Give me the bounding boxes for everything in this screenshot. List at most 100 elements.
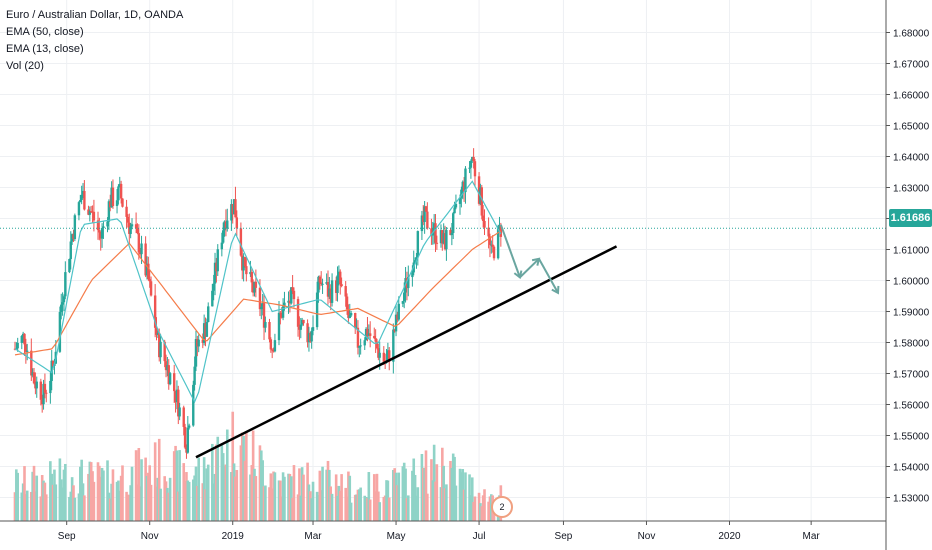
candle-body	[72, 234, 75, 240]
candle-body	[177, 389, 180, 417]
volume-bar	[392, 469, 395, 521]
candle-body	[279, 312, 282, 314]
candle-body	[443, 233, 447, 250]
candle-body	[345, 296, 349, 310]
y-tick-label: 1.58000	[893, 339, 930, 350]
candle-body	[473, 161, 477, 177]
candle-body	[102, 226, 105, 229]
candle-body	[175, 389, 179, 403]
volume-bar	[243, 460, 247, 521]
volume-bar	[40, 475, 44, 521]
volume-bar	[68, 496, 71, 521]
drawings	[195, 224, 618, 459]
candle-body	[201, 339, 204, 343]
volume-bar	[299, 495, 303, 521]
candle-body	[375, 341, 379, 349]
candle-body	[262, 303, 266, 328]
candle-body	[337, 271, 341, 276]
candle-body	[300, 319, 304, 325]
candle-body	[16, 342, 19, 349]
volume-bar	[31, 471, 34, 521]
candle-body	[222, 230, 225, 243]
candle-body	[182, 407, 185, 427]
volume-bar	[223, 466, 226, 521]
candle-body	[392, 329, 395, 362]
y-tick-label: 1.61000	[893, 246, 930, 257]
candle-body	[358, 346, 361, 348]
volume-bar	[397, 472, 401, 521]
candle-body	[197, 339, 200, 347]
volume-bar	[100, 467, 104, 521]
volume-bar	[401, 466, 405, 521]
volume-bar	[77, 493, 81, 521]
chart-title[interactable]: Euro / Australian Dollar, 1D, OANDA	[6, 9, 184, 21]
candle-body	[91, 211, 94, 213]
candle-body	[464, 168, 467, 193]
grid	[0, 0, 886, 521]
candle-body	[118, 183, 121, 187]
candle-body	[187, 425, 191, 428]
legend-ema-13[interactable]: EMA (13, close)	[6, 43, 84, 55]
y-tick-label: 1.59000	[893, 308, 930, 319]
volume-bar	[140, 459, 143, 521]
candle-body	[344, 286, 347, 297]
forecast-arrow-segment	[538, 258, 559, 294]
candle-body	[374, 338, 377, 342]
volume-bar	[262, 486, 266, 521]
volume-bar	[168, 477, 172, 521]
candle-body	[111, 187, 115, 206]
volume-bar	[201, 483, 205, 521]
legend-ema-50[interactable]: EMA (50, close)	[6, 26, 84, 38]
volume-bar	[277, 480, 281, 521]
volume-bar	[111, 469, 115, 521]
candle-body	[272, 349, 275, 352]
volume-bar	[330, 493, 334, 521]
candle-body	[477, 176, 481, 204]
x-tick-label: Mar	[803, 531, 821, 542]
candle-body	[224, 221, 228, 229]
candle-body	[68, 259, 71, 273]
volume-bar	[382, 497, 386, 521]
volume-bar	[451, 453, 455, 521]
volume-bar	[69, 491, 73, 521]
candle-body	[334, 280, 338, 293]
candle-body	[292, 290, 296, 300]
volume-bar	[281, 472, 285, 521]
volume-bar	[212, 483, 215, 521]
volume-bar	[99, 476, 103, 521]
volume-bar	[245, 431, 248, 521]
candle-body	[460, 189, 463, 198]
candle-body	[138, 252, 142, 255]
volume-bar	[129, 485, 132, 521]
y-tick-label: 1.55000	[893, 432, 930, 443]
candle-body	[491, 244, 494, 247]
volume-bar	[336, 495, 339, 521]
legend-volume[interactable]: Vol (20)	[6, 60, 44, 72]
earnings-badge[interactable]: 2	[491, 496, 513, 518]
volume-bar	[442, 465, 445, 521]
candle-body	[492, 246, 496, 259]
volume-bar	[70, 477, 74, 521]
volume-bar	[121, 465, 124, 521]
volume-bar	[51, 484, 55, 521]
candle-body	[62, 296, 66, 303]
volume-bar	[78, 466, 82, 521]
volume-bar	[156, 477, 160, 521]
volume-bar	[426, 493, 429, 521]
candle-body	[431, 232, 434, 236]
candle-body	[461, 181, 464, 190]
candle-body	[290, 287, 293, 304]
candle-body	[130, 224, 134, 227]
volume-bar	[258, 445, 262, 521]
volume-bar	[337, 485, 341, 521]
forecast-arrowhead	[531, 257, 541, 266]
candle-body	[411, 272, 414, 278]
candle-body	[20, 335, 23, 343]
volume-bar	[302, 474, 305, 521]
candle-body	[453, 207, 456, 214]
candle-body	[307, 333, 311, 343]
volume-bar	[349, 502, 353, 521]
candle-body	[423, 206, 426, 223]
volume-bar	[108, 498, 112, 521]
